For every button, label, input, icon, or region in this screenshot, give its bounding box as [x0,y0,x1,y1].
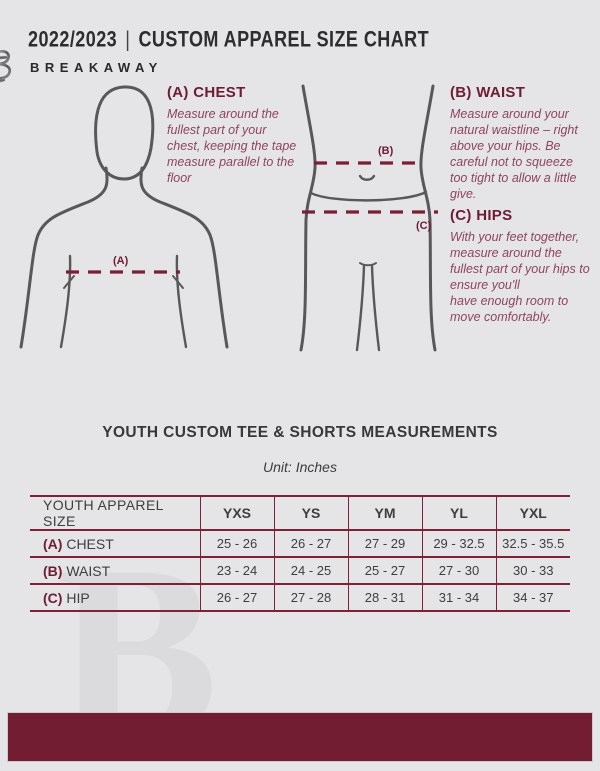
figure-waist-label: (B) [378,145,394,157]
cell: 27 - 30 [421,557,496,584]
youth-size-table: YOUTH APPAREL SIZE YXS YS YM YL YXL (A) … [30,495,570,612]
row-label: WAIST [66,562,111,579]
cell: 27 - 28 [273,584,348,611]
chest-instruction-text: Measure around the fullest part of your … [167,107,297,185]
youth-col-yl: YL [421,496,496,530]
waist-instruction-heading: (B) WAIST [450,84,526,101]
row-header-chest: (A) CHEST [30,530,200,557]
footer-accent-bar [7,712,593,762]
cell: 29 - 32.5 [421,530,496,557]
body-measurement-diagram [19,84,438,352]
youth-table-unit: Unit: Inches [263,459,337,475]
youth-waist-row: (B) WAIST 23 - 24 24 - 25 25 - 27 27 - 3… [30,557,570,584]
cell: 28 - 31 [347,584,422,611]
chart-title: CUSTOM APPAREL SIZE CHART [138,27,430,53]
breakaway-b-logo-icon [0,45,20,90]
youth-header-row: YOUTH APPAREL SIZE YXS YS YM YL YXL [30,496,570,530]
figure-chest-label: (A) [113,255,129,267]
row-header-waist: (B) WAIST [30,557,200,584]
chest-instruction-heading: (A) CHEST [167,84,246,101]
brand-name: BREAKAWAY [30,60,163,75]
youth-hip-row: (C) HIP 26 - 27 27 - 28 28 - 31 31 - 34 … [30,584,570,611]
youth-chest-row: (A) CHEST 25 - 26 26 - 27 27 - 29 29 - 3… [30,530,570,557]
row-header-hip: (C) HIP [30,584,200,611]
cell: 30 - 33 [495,557,570,584]
figure-hips-label: (C) [416,220,432,232]
youth-col-ys: YS [273,496,348,530]
youth-col-yxs: YXS [199,496,274,530]
cell: 31 - 34 [421,584,496,611]
row-prefix: (A) [43,535,63,552]
hips-instruction-heading: (C) HIPS [450,207,513,224]
title-separator: | [125,27,131,53]
page-title: 2022/2023 | CUSTOM APPAREL SIZE CHART [28,28,568,53]
youth-col-ym: YM [347,496,422,530]
cell: 27 - 29 [347,530,422,557]
row-prefix: (C) [43,589,63,606]
row-prefix: (B) [43,562,63,579]
cell: 32.5 - 35.5 [495,530,570,557]
cell: 23 - 24 [199,557,274,584]
youth-col-yxl: YXL [495,496,570,530]
cell: 24 - 25 [273,557,348,584]
cell: 25 - 27 [347,557,422,584]
cell: 26 - 27 [273,530,348,557]
hips-instruction-text: With your feet together, measure around … [450,230,590,324]
season-label: 2022/2023 [28,27,118,53]
cell: 25 - 26 [199,530,274,557]
cell: 26 - 27 [199,584,274,611]
row-label: CHEST [66,535,114,552]
brand-block: BREAKAWAY [0,45,580,90]
youth-size-header: YOUTH APPAREL SIZE [43,497,164,529]
youth-table-title: YOUTH CUSTOM TEE & SHORTS MEASUREMENTS [102,424,498,441]
waist-instruction-text: Measure around your natural waistline – … [450,107,578,201]
cell: 34 - 37 [495,584,570,611]
row-label: HIP [66,589,90,606]
